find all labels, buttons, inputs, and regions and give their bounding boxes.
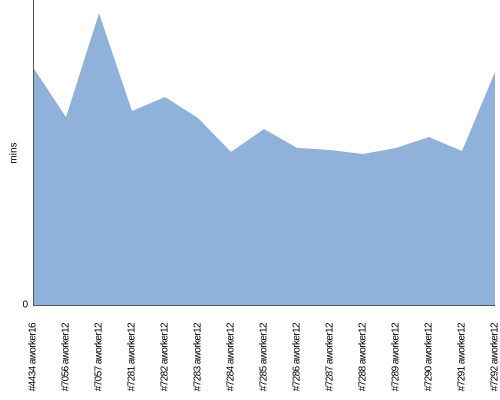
x-tick-label: #7290 aworker12 bbox=[424, 322, 435, 391]
y-axis-label: mins bbox=[9, 142, 20, 163]
x-tick-label: #7291 aworker12 bbox=[457, 322, 468, 391]
area bbox=[33, 13, 495, 306]
x-tick-label: #7282 aworker12 bbox=[160, 322, 171, 391]
x-tick-label: #7292 aworker12 bbox=[490, 322, 500, 391]
x-tick-label: #7289 aworker12 bbox=[391, 322, 402, 391]
x-tick-label: #7285 aworker12 bbox=[259, 322, 270, 391]
y-tick-label: 0 bbox=[22, 300, 28, 311]
x-tick-label: #7283 aworker12 bbox=[193, 322, 204, 391]
x-tick-label: #7284 aworker12 bbox=[226, 322, 237, 391]
x-tick-label: #7288 aworker12 bbox=[358, 322, 369, 391]
x-tick-label: #7056 aworker12 bbox=[61, 322, 72, 391]
x-tick-label: #7287 aworker12 bbox=[325, 322, 336, 391]
x-tick-label: #7057 aworker12 bbox=[94, 322, 105, 391]
x-tick-label: #7286 aworker12 bbox=[292, 322, 303, 391]
x-tick-label: #4434 aworker16 bbox=[28, 322, 39, 391]
x-tick-label: #7281 aworker12 bbox=[127, 322, 138, 391]
